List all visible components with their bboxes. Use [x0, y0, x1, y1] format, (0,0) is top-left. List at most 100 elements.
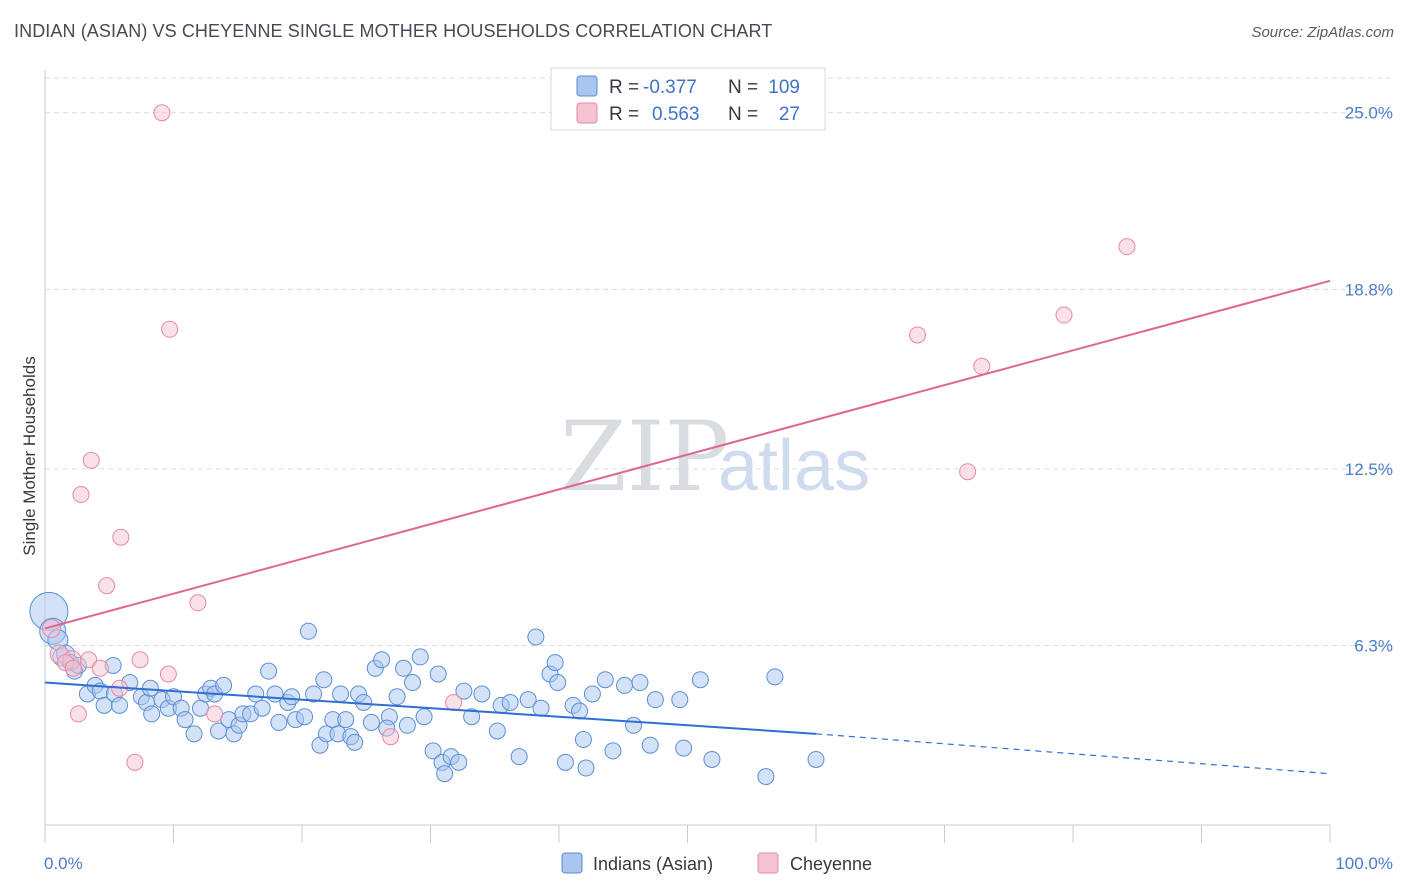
- data-point-indians-asian: [577, 759, 595, 777]
- data-point-cheyenne: [153, 104, 171, 122]
- data-point-cheyenne: [159, 665, 177, 683]
- legend-r-label-2: R =: [609, 104, 639, 125]
- legend-swatch-pink: [576, 102, 598, 124]
- data-point-indians-asian: [373, 651, 391, 669]
- source-label: Source: ZipAtlas.com: [1251, 24, 1394, 41]
- data-point-indians-asian: [766, 668, 784, 686]
- data-point-cheyenne: [161, 320, 179, 338]
- data-point-cheyenne: [909, 326, 927, 344]
- data-point-indians-asian: [111, 696, 129, 714]
- y-tick-label: 12.5%: [1345, 460, 1393, 479]
- y-tick-label: 18.8%: [1345, 280, 1393, 299]
- data-point-indians-asian: [675, 739, 693, 757]
- chart-title: INDIAN (ASIAN) VS CHEYENNE SINGLE MOTHER…: [14, 21, 773, 41]
- data-point-indians-asian: [415, 708, 433, 726]
- data-point-indians-asian: [283, 688, 301, 706]
- grid-lines: [45, 77, 1395, 647]
- data-point-indians-asian: [532, 699, 550, 717]
- legend-n-value-2: 27: [779, 104, 800, 125]
- data-point-indians-asian: [215, 676, 233, 694]
- data-point-cheyenne: [126, 753, 144, 771]
- trendline-indians-asian: [44, 681, 817, 735]
- data-point-cheyenne: [1118, 238, 1136, 256]
- legend-r-value-2: 0.563: [652, 104, 700, 125]
- legend-n-label-2: N =: [728, 104, 758, 125]
- data-point-cheyenne: [189, 594, 207, 612]
- data-point-indians-asian: [807, 750, 825, 768]
- data-point-indians-asian: [260, 662, 278, 680]
- trendlines: [44, 279, 1331, 775]
- data-point-indians-asian: [299, 622, 317, 640]
- data-point-indians-asian: [631, 674, 649, 692]
- data-point-indians-asian: [691, 671, 709, 689]
- data-point-indians-asian: [641, 736, 659, 754]
- y-tick-label: 6.3%: [1354, 637, 1393, 656]
- data-point-indians-asian: [501, 693, 519, 711]
- data-point-indians-asian: [305, 685, 323, 703]
- data-point-indians-asian: [488, 722, 506, 740]
- data-point-indians-asian: [583, 685, 601, 703]
- data-point-indians-asian: [398, 716, 416, 734]
- watermark-atlas: atlas: [718, 426, 870, 506]
- y-axis-title: Single Mother Households: [20, 356, 39, 555]
- data-point-indians-asian: [463, 708, 481, 726]
- x-tick-label-max: 100.0%: [1335, 854, 1393, 873]
- data-point-cheyenne: [973, 357, 991, 375]
- data-point-cheyenne: [91, 659, 109, 677]
- data-point-indians-asian: [315, 671, 333, 689]
- data-point-cheyenne: [98, 577, 116, 595]
- data-point-indians-asian: [436, 765, 454, 783]
- data-point-indians-asian: [757, 768, 775, 786]
- data-point-indians-asian: [362, 713, 380, 731]
- x-tick-label-min: 0.0%: [44, 854, 83, 873]
- data-point-indians-asian: [253, 699, 271, 717]
- data-point-cheyenne: [82, 451, 100, 469]
- axes: [44, 70, 1331, 843]
- bottom-legend-swatch-pink: [757, 852, 779, 874]
- bottom-legend-label-indians: Indians (Asian): [593, 854, 713, 874]
- data-point-cheyenne: [64, 659, 82, 677]
- legend-r-value-1: -0.377: [643, 77, 697, 98]
- legend-n-value-1: 109: [768, 77, 800, 98]
- trendline-cheyenne: [44, 279, 1331, 630]
- data-point-cheyenne: [959, 463, 977, 481]
- watermark-zip: ZIP: [560, 401, 729, 513]
- data-point-indians-asian: [596, 671, 614, 689]
- data-point-cheyenne: [112, 528, 130, 546]
- data-point-indians-asian: [519, 691, 537, 709]
- series-cheyenne: [41, 104, 1136, 771]
- data-point-indians-asian: [388, 688, 406, 706]
- data-point-indians-asian: [604, 742, 622, 760]
- data-point-cheyenne: [131, 651, 149, 669]
- data-point-indians-asian: [404, 674, 422, 692]
- data-point-indians-asian: [247, 685, 265, 703]
- data-point-indians-asian: [395, 659, 413, 677]
- data-point-indians-asian: [450, 753, 468, 771]
- data-point-indians-asian: [646, 691, 664, 709]
- data-point-indians-asian: [424, 742, 442, 760]
- y-tick-label: 25.0%: [1345, 104, 1393, 123]
- data-point-indians-asian: [510, 748, 528, 766]
- data-point-indians-asian: [527, 628, 545, 646]
- data-point-indians-asian: [616, 676, 634, 694]
- data-point-indians-asian: [556, 753, 574, 771]
- trendline-indians-asian-extension: [815, 733, 1331, 775]
- data-point-cheyenne: [80, 651, 98, 669]
- data-point-indians-asian: [185, 725, 203, 743]
- data-point-indians-asian: [176, 711, 194, 729]
- data-point-indians-asian: [270, 713, 288, 731]
- data-point-indians-asian: [549, 674, 567, 692]
- data-point-cheyenne: [206, 705, 224, 723]
- bottom-legend-label-cheyenne: Cheyenne: [790, 854, 872, 874]
- data-point-indians-asian: [411, 648, 429, 666]
- data-point-indians-asian: [346, 733, 364, 751]
- data-point-indians-asian: [571, 702, 589, 720]
- data-point-cheyenne: [69, 705, 87, 723]
- bottom-legend-swatch-blue: [561, 852, 583, 874]
- legend-n-label-1: N =: [728, 77, 758, 98]
- data-point-indians-asian: [455, 682, 473, 700]
- data-point-indians-asian: [296, 708, 314, 726]
- data-point-indians-asian: [625, 716, 643, 734]
- data-point-indians-asian: [546, 654, 564, 672]
